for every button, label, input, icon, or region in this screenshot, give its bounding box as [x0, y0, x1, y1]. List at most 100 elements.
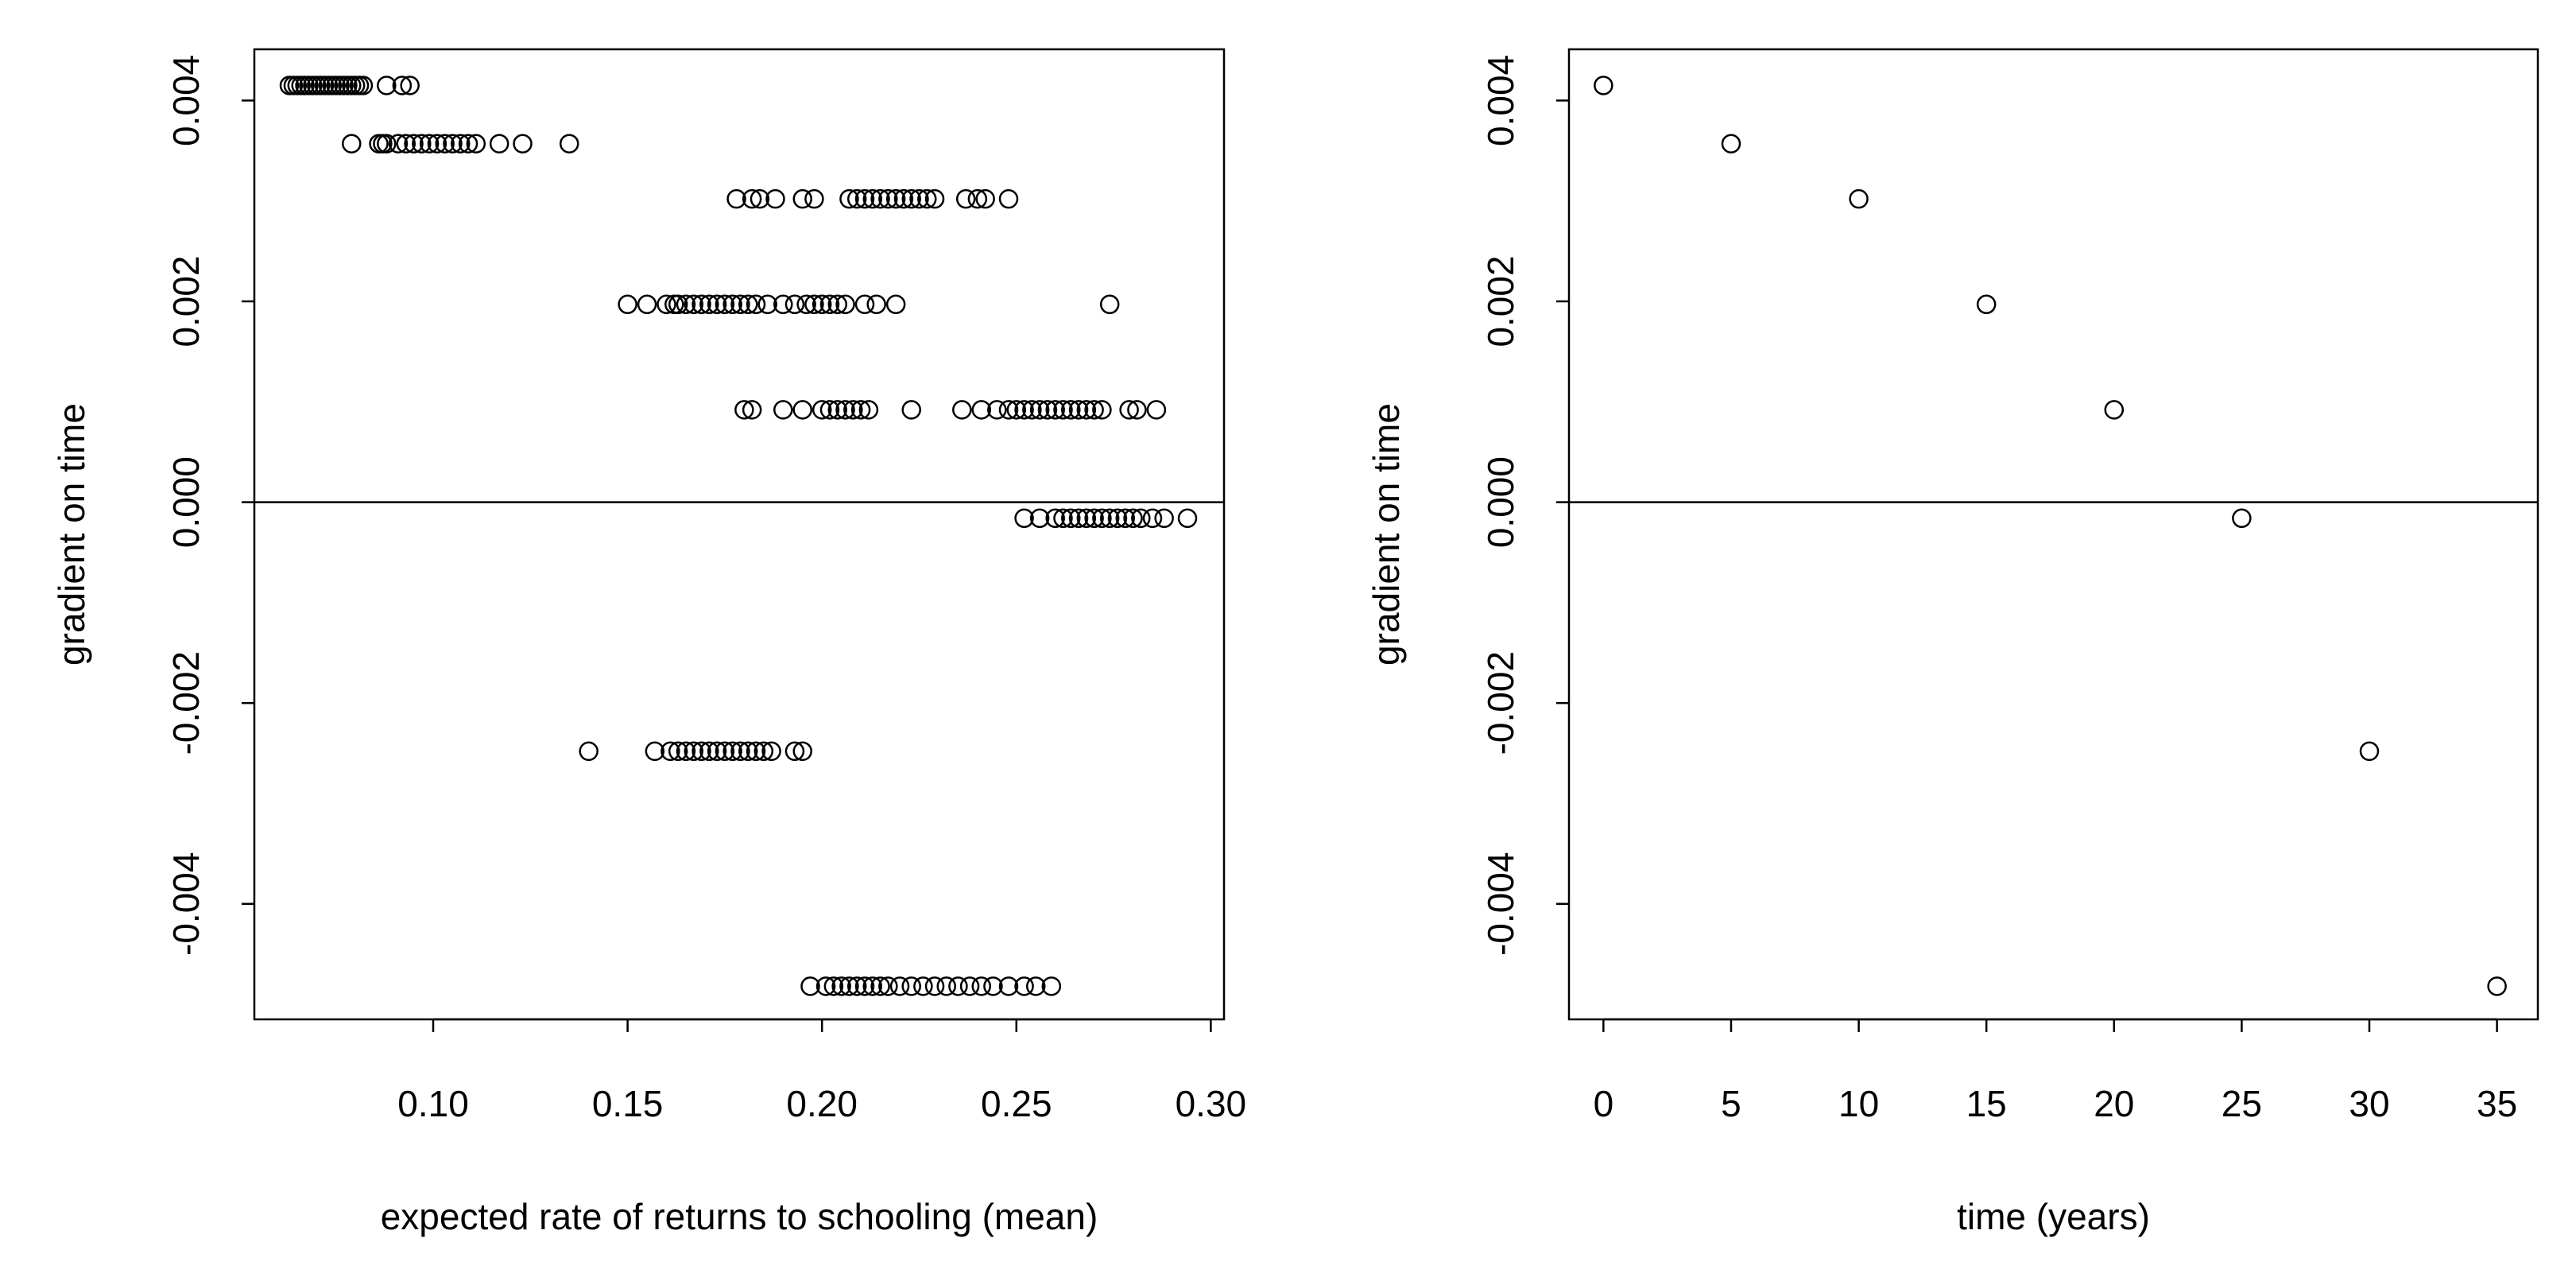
- point: [773, 294, 793, 315]
- point: [1119, 400, 1139, 420]
- point: [699, 741, 719, 762]
- point: [878, 188, 898, 209]
- point: [1014, 400, 1034, 420]
- point: [971, 976, 992, 996]
- point: [948, 976, 968, 996]
- point: [1006, 400, 1027, 420]
- point: [998, 400, 1019, 420]
- point: [998, 976, 1019, 996]
- point: [1076, 400, 1097, 420]
- point: [618, 294, 637, 315]
- point: [823, 976, 844, 996]
- x-tick-label: 0.30: [1176, 1083, 1247, 1124]
- point: [835, 400, 855, 420]
- point: [412, 134, 432, 153]
- point: [792, 188, 812, 209]
- point: [819, 294, 840, 315]
- y-tick-label: 0.000: [1480, 456, 1521, 548]
- point: [878, 976, 898, 996]
- point: [1053, 400, 1073, 420]
- point: [738, 741, 758, 762]
- point: [750, 188, 770, 209]
- point: [800, 976, 820, 996]
- point: [746, 741, 766, 762]
- point: [2232, 508, 2252, 529]
- x-tick-label: 25: [2222, 1083, 2262, 1124]
- point: [1107, 508, 1128, 529]
- point: [734, 400, 754, 420]
- point: [854, 294, 875, 315]
- point: [676, 741, 696, 762]
- point: [1014, 976, 1034, 996]
- y-tick-label: -0.004: [165, 852, 207, 956]
- point: [1099, 508, 1120, 529]
- point: [1084, 508, 1104, 529]
- point: [660, 741, 680, 762]
- point: [812, 400, 832, 420]
- point: [715, 294, 735, 315]
- point: [1061, 400, 1081, 420]
- y-axis-title: gradient on time: [51, 403, 92, 666]
- point: [722, 741, 742, 762]
- point: [726, 188, 746, 209]
- point: [1068, 508, 1089, 529]
- point: [893, 188, 914, 209]
- point: [637, 294, 657, 315]
- y-tick-label: 0.000: [165, 456, 207, 548]
- plot-frame: [1567, 48, 2539, 1021]
- point: [796, 294, 816, 315]
- point: [730, 294, 750, 315]
- point: [388, 134, 409, 153]
- point: [427, 134, 447, 153]
- point: [435, 134, 455, 153]
- point: [645, 741, 665, 762]
- point: [404, 134, 424, 153]
- point: [1041, 976, 1062, 996]
- point: [1014, 508, 1034, 529]
- x-tick-label: 15: [1966, 1083, 2007, 1124]
- point: [987, 400, 1007, 420]
- point: [784, 294, 805, 315]
- point: [815, 976, 836, 996]
- point: [746, 294, 766, 315]
- point: [862, 188, 883, 209]
- point: [831, 976, 851, 996]
- point: [846, 188, 867, 209]
- point: [1045, 400, 1065, 420]
- point: [676, 294, 696, 315]
- point: [955, 188, 976, 209]
- point: [1029, 508, 1050, 529]
- point: [353, 76, 374, 95]
- x-axis-title: expected rate of returns to schooling (m…: [381, 1196, 1098, 1237]
- x-tick-label: 0.10: [397, 1083, 469, 1124]
- point: [396, 134, 416, 153]
- point: [889, 976, 910, 996]
- point: [684, 294, 704, 315]
- point: [901, 188, 921, 209]
- point: [1142, 508, 1163, 529]
- point: [827, 294, 848, 315]
- point: [792, 400, 812, 420]
- point: [1099, 294, 1120, 315]
- point: [835, 294, 855, 315]
- point: [924, 188, 945, 209]
- point: [959, 976, 980, 996]
- x-axis-title: time (years): [1957, 1196, 2150, 1237]
- point: [1146, 400, 1167, 420]
- point: [819, 400, 840, 420]
- point: [699, 294, 719, 315]
- y-tick-label: 0.004: [1480, 55, 1521, 146]
- point: [1131, 508, 1151, 529]
- point: [742, 400, 762, 420]
- y-tick-label: -0.002: [165, 651, 207, 755]
- point: [1092, 400, 1112, 420]
- point: [854, 188, 875, 209]
- point: [657, 294, 676, 315]
- point: [1053, 508, 1073, 529]
- point: [784, 741, 805, 762]
- x-tick-label: 20: [2094, 1083, 2134, 1124]
- point: [757, 294, 777, 315]
- point: [753, 741, 774, 762]
- point: [839, 976, 859, 996]
